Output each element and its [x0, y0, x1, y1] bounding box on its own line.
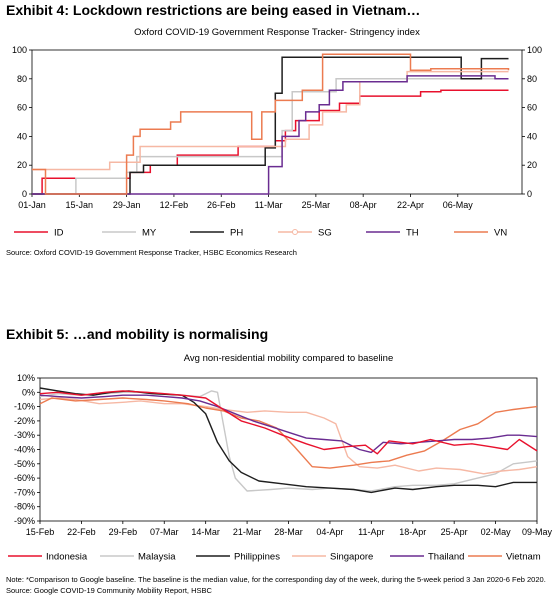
chart1-y2-tick-label: 60: [527, 103, 537, 113]
chart2-legend-label: Thailand: [428, 552, 464, 563]
chart1-y2-tick-label: 100: [527, 45, 542, 55]
chart1-legend-label: PH: [230, 228, 243, 239]
chart1-y-tick-label: 40: [17, 131, 27, 141]
stringency-chart: Oxford COVID-19 Government Response Trac…: [12, 27, 542, 239]
chart1-series-my-line: [32, 78, 509, 195]
chart2-x-tick-label: 29-Feb: [109, 527, 138, 537]
exhibit5-source: Source: Google COVID-19 Community Mobili…: [6, 586, 212, 595]
exhibit5-note: Note: *Comparison to Google baseline. Th…: [6, 575, 546, 584]
chart1-y2-tick-label: 20: [527, 160, 537, 170]
chart1-y-tick-label: 20: [17, 160, 27, 170]
chart2-series-indonesia-line: [39, 390, 538, 455]
chart2-y-tick-label: -40%: [14, 445, 35, 455]
chart1-x-tick-label: 25-Mar: [302, 200, 331, 210]
chart2-y-tick-label: -60%: [14, 473, 35, 483]
chart1-x-tick-label: 12-Feb: [160, 200, 189, 210]
chart1-y2-tick-label: 80: [527, 74, 537, 84]
chart1-x-tick-label: 06-May: [443, 200, 474, 210]
chart2-x-tick-label: 14-Mar: [191, 527, 220, 537]
chart2-legend-label: Vietnam: [506, 552, 541, 563]
chart2-y-tick-label: -30%: [14, 430, 35, 440]
chart1-series-th-line: [32, 75, 509, 195]
chart1-title: Oxford COVID-19 Government Response Trac…: [134, 27, 420, 38]
chart2-x-tick-label: 04-Apr: [316, 527, 343, 537]
chart1-y2-tick-label: 0: [527, 189, 532, 199]
chart2-x-tick-label: 21-Mar: [233, 527, 262, 537]
chart2-y-tick-label: -10%: [14, 402, 35, 412]
chart2-x-tick-label: 25-Apr: [441, 527, 468, 537]
chart1-x-tick-label: 29-Jan: [113, 200, 141, 210]
chart1-series-ph-line: [32, 56, 509, 195]
chart2-x-tick-label: 09-May: [522, 527, 553, 537]
chart1-y-tick-label: 0: [22, 189, 27, 199]
chart1-legend-label: ID: [54, 228, 64, 239]
chart2-x-tick-label: 22-Feb: [67, 527, 96, 537]
chart2-title: Avg non-residential mobility compared to…: [184, 353, 393, 364]
chart1-series-sg-line: [32, 70, 509, 171]
chart2-y-tick-label: -90%: [14, 516, 35, 526]
chart1-legend-label: MY: [142, 228, 157, 239]
chart2-x-tick-label: 15-Feb: [26, 527, 55, 537]
chart1-x-tick-label: 22-Apr: [397, 200, 424, 210]
chart2-y-tick-label: -80%: [14, 502, 35, 512]
exhibit5-title: Exhibit 5: …and mobility is normalising: [6, 326, 269, 342]
mobility-chart: Avg non-residential mobility compared to…: [8, 353, 553, 563]
chart2-y-tick-label: -20%: [14, 416, 35, 426]
chart1-legend-label: VN: [494, 228, 507, 239]
chart2-y-tick-label: -70%: [14, 487, 35, 497]
chart1-x-tick-label: 01-Jan: [18, 200, 46, 210]
chart2-series-thailand-line: [39, 394, 538, 454]
chart1-legend-label: TH: [406, 228, 419, 239]
chart2-legend-label: Indonesia: [46, 552, 88, 563]
chart2-series-singapore-line: [39, 397, 538, 475]
chart2-legend-label: Philippines: [234, 552, 280, 563]
exhibit4-title: Exhibit 4: Lockdown restrictions are bei…: [6, 2, 421, 18]
chart2-legend-label: Malaysia: [138, 552, 176, 563]
chart2-x-tick-label: 07-Mar: [150, 527, 179, 537]
chart2-y-tick-label: 10%: [17, 373, 35, 383]
chart1-y2-tick-label: 40: [527, 131, 537, 141]
chart1-legend-label: SG: [318, 228, 332, 239]
chart2-plot-frame: [39, 377, 538, 522]
chart1-series-vn-line: [32, 53, 510, 195]
chart1-x-tick-label: 08-Apr: [350, 200, 377, 210]
chart2-x-tick-label: 11-Apr: [358, 527, 384, 537]
chart2-y-tick-label: -50%: [14, 459, 35, 469]
chart2-legend-label: Singapore: [330, 552, 373, 563]
chart1-y-tick-label: 60: [17, 103, 27, 113]
chart2-y-tick-label: 0%: [22, 387, 35, 397]
chart1-plot-frame: [31, 49, 523, 195]
chart2-series-vietnam-line: [39, 397, 538, 469]
chart2-x-tick-label: 18-Apr: [399, 527, 426, 537]
chart1-x-tick-label: 15-Jan: [66, 200, 94, 210]
chart1-x-tick-label: 26-Feb: [207, 200, 236, 210]
chart1-legend-marker: [292, 229, 298, 235]
chart1-y-tick-label: 100: [12, 45, 27, 55]
chart1-x-tick-label: 11-Mar: [255, 200, 283, 210]
chart1-y-tick-label: 80: [17, 74, 27, 84]
chart2-x-tick-label: 02-May: [481, 527, 512, 537]
exhibit4-source: Source: Oxford COVID-19 Government Respo…: [6, 248, 297, 257]
chart2-x-tick-label: 28-Mar: [274, 527, 303, 537]
